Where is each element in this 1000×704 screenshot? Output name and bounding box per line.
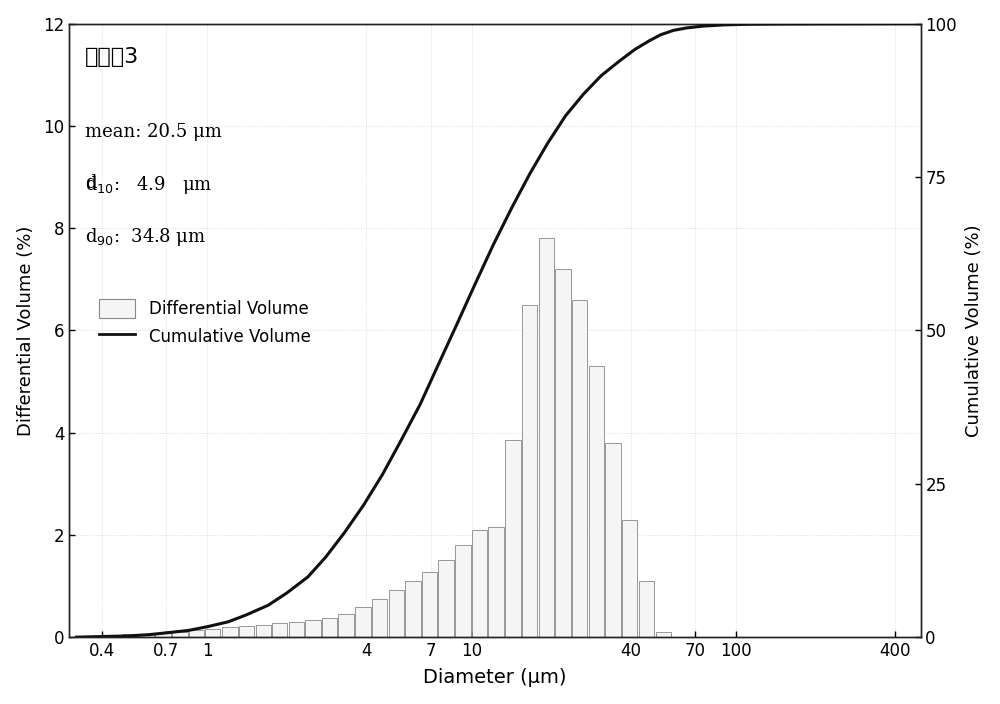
Bar xyxy=(272,623,287,637)
Legend: Differential Volume, Cumulative Volume: Differential Volume, Cumulative Volume xyxy=(99,299,311,346)
Bar xyxy=(205,629,220,637)
Bar xyxy=(172,631,188,637)
Bar xyxy=(488,527,504,637)
Bar xyxy=(605,443,621,637)
Bar xyxy=(472,530,487,637)
Bar xyxy=(338,614,354,637)
Bar xyxy=(389,590,404,637)
Bar xyxy=(122,634,138,637)
Bar xyxy=(189,631,204,637)
Bar xyxy=(622,520,637,637)
Bar xyxy=(88,636,104,637)
Y-axis label: Cumulative Volume (%): Cumulative Volume (%) xyxy=(965,224,983,436)
Text: d: d xyxy=(85,175,97,192)
Bar xyxy=(422,572,437,637)
Text: d$_{10}$:   4.9   μm: d$_{10}$: 4.9 μm xyxy=(85,175,213,196)
Bar xyxy=(256,625,271,637)
Bar xyxy=(589,366,604,637)
Bar xyxy=(505,440,521,637)
Bar xyxy=(639,581,654,637)
Bar xyxy=(405,581,421,637)
Bar xyxy=(289,622,304,637)
Bar xyxy=(539,239,554,637)
Bar xyxy=(222,627,238,637)
Bar xyxy=(305,620,321,637)
Bar xyxy=(139,634,154,637)
Bar xyxy=(105,635,121,637)
Y-axis label: Differential Volume (%): Differential Volume (%) xyxy=(17,225,35,436)
X-axis label: Diameter (μm): Diameter (μm) xyxy=(423,668,567,687)
Bar xyxy=(239,626,254,637)
Bar xyxy=(438,560,454,637)
Bar xyxy=(572,300,587,637)
Bar xyxy=(656,632,671,637)
Bar xyxy=(372,599,387,637)
Text: d$_{90}$:  34.8 μm: d$_{90}$: 34.8 μm xyxy=(85,225,206,248)
Text: mean: 20.5 μm: mean: 20.5 μm xyxy=(85,123,222,142)
Bar xyxy=(355,608,371,637)
Bar xyxy=(322,617,337,637)
Bar xyxy=(455,545,471,637)
Bar xyxy=(155,632,171,637)
Text: 实施例3: 实施例3 xyxy=(85,46,139,67)
Bar xyxy=(555,269,571,637)
Bar xyxy=(522,305,537,637)
